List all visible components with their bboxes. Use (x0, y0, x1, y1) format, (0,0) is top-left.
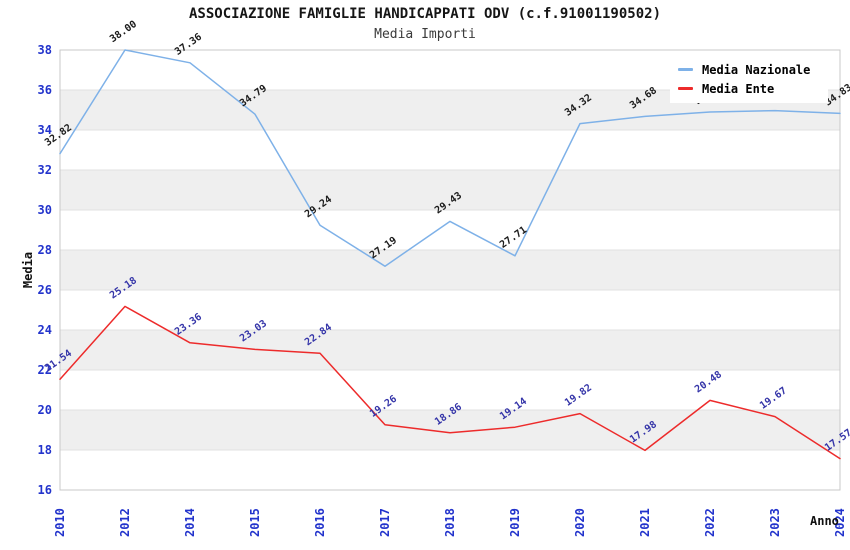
point-label: 20.48 (693, 369, 724, 395)
legend-item-media-ente: Media Ente (678, 79, 828, 98)
y-tick-label: 20 (38, 403, 52, 417)
y-tick-label: 18 (38, 443, 52, 457)
x-tick-label: 2019 (508, 508, 522, 537)
y-axis-ticks: 16 18 20 22 24 26 28 30 32 34 36 38 (38, 43, 52, 497)
x-tick-label: 2014 (183, 508, 197, 537)
y-tick-label: 30 (38, 203, 52, 217)
blue-line-swatch-icon (678, 68, 693, 71)
band (60, 410, 840, 450)
y-tick-label: 32 (38, 163, 52, 177)
y-tick-label: 34 (38, 123, 52, 137)
point-label: 38.00 (108, 19, 139, 45)
x-axis-title: Anno (810, 514, 839, 528)
y-tick-label: 36 (38, 83, 52, 97)
series-media-ente-line (59, 305, 841, 460)
x-tick-label: 2010 (53, 508, 67, 537)
y-tick-label: 22 (38, 363, 52, 377)
legend-item-media-nazionale: Media Nazionale (678, 60, 828, 79)
series-line (59, 49, 841, 267)
series-media-nazionale-line (59, 49, 841, 267)
series-line (59, 305, 841, 460)
band (60, 250, 840, 290)
x-tick-label: 2024 (833, 508, 847, 537)
x-axis-ticks: 2010 2012 2014 2015 2016 2017 2018 2019 2020 2021… (53, 508, 847, 537)
point-label: 19.82 (563, 382, 594, 408)
y-axis-title: Media (21, 251, 35, 289)
legend: Media Nazionale Media Ente (670, 55, 828, 103)
chart-subtitle: Media Importi (374, 27, 476, 42)
legend-label-media-ente: Media Ente (702, 81, 775, 96)
red-line-swatch-icon (678, 87, 693, 90)
x-tick-label: 2020 (573, 508, 587, 537)
x-tick-label: 2017 (378, 508, 392, 537)
point-label: 37.36 (173, 32, 204, 58)
y-tick-label: 26 (38, 283, 52, 297)
x-tick-label: 2018 (443, 508, 457, 537)
y-tick-label: 16 (38, 483, 52, 497)
y-tick-label: 24 (38, 323, 52, 337)
plot-border (59, 49, 841, 491)
chart-title: ASSOCIAZIONE FAMIGLIE HANDICAPPATI ODV (… (188, 6, 661, 22)
x-tick-label: 2023 (768, 508, 782, 537)
point-label: 19.67 (758, 385, 789, 411)
x-tick-label: 2021 (638, 508, 652, 537)
x-tick-label: 2015 (248, 508, 262, 537)
gridlines (60, 89, 840, 451)
x-tick-label: 2012 (118, 508, 132, 537)
band (60, 330, 840, 370)
y-tick-label: 38 (38, 43, 52, 57)
legend-label-media-nazionale: Media Nazionale (702, 62, 811, 77)
x-tick-label: 2022 (703, 508, 717, 537)
band (60, 170, 840, 210)
y-tick-label: 28 (38, 243, 52, 257)
x-tick-label: 2016 (313, 508, 327, 537)
background-bands (60, 90, 840, 450)
